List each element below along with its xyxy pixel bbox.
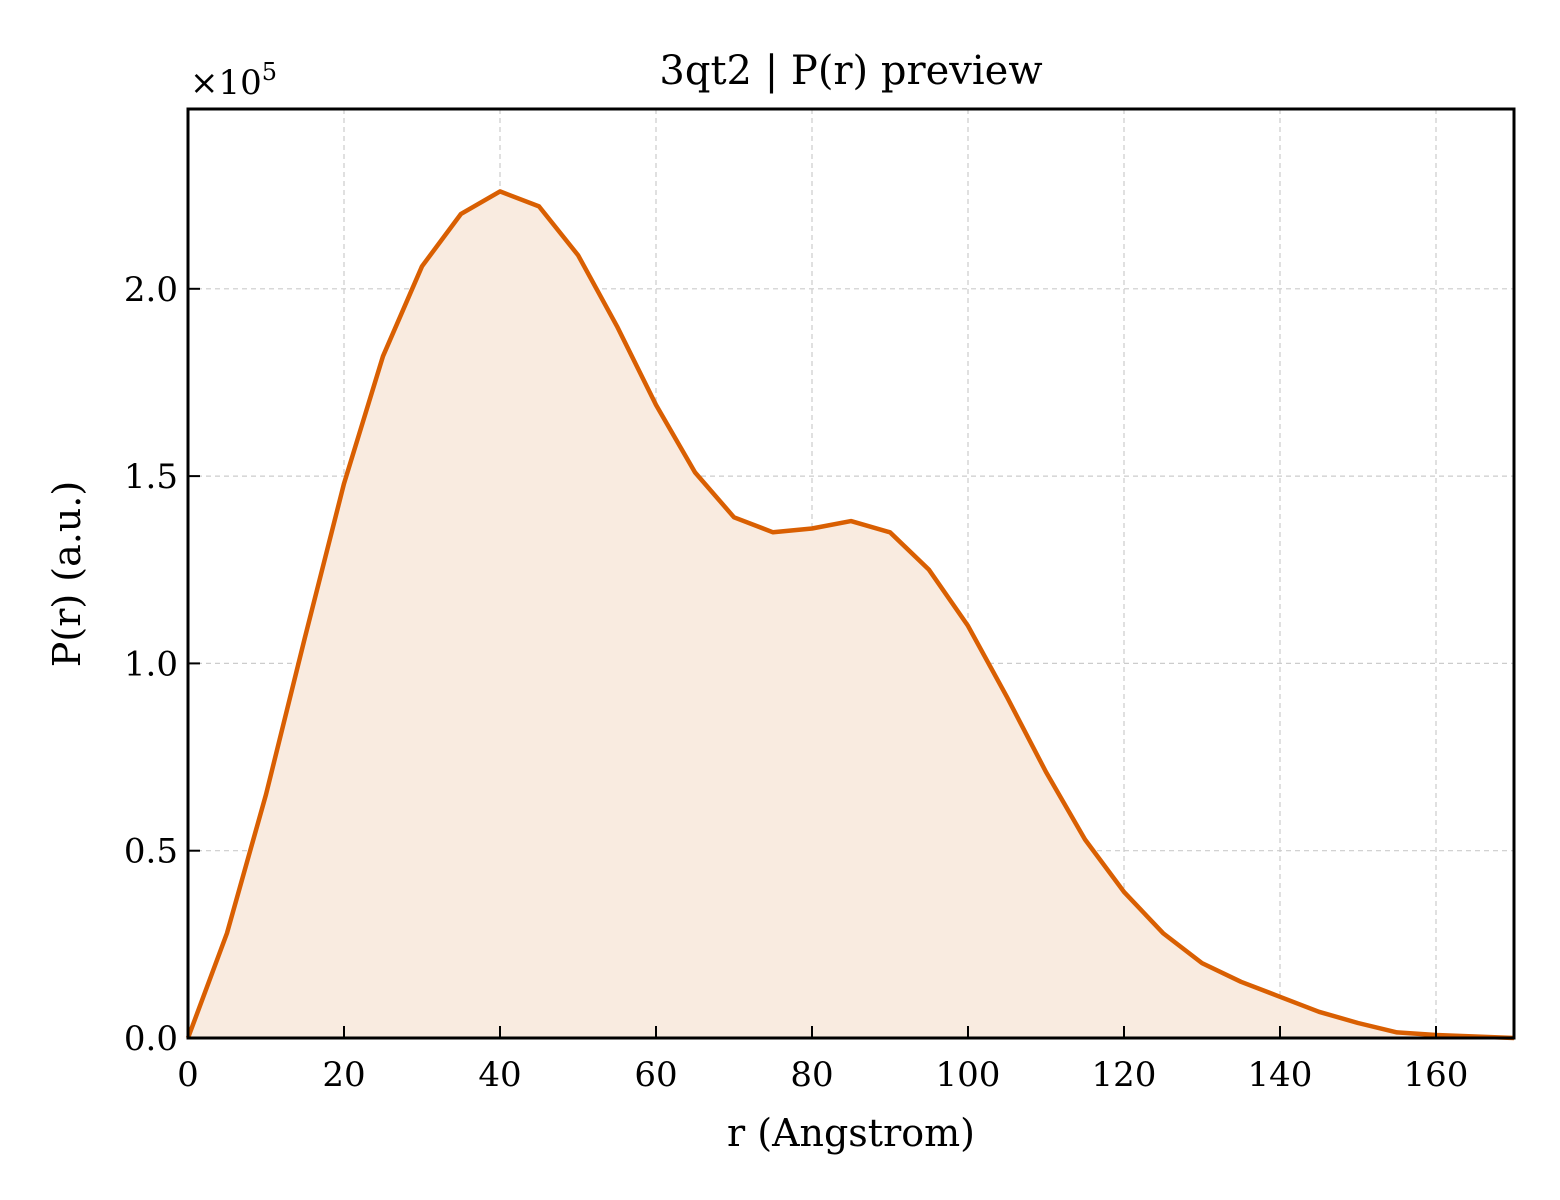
plot-frame bbox=[186, 107, 1516, 1040]
y-axis-label: P(r) (a.u.) bbox=[45, 481, 89, 667]
y-tick-label: 1.0 bbox=[124, 644, 178, 684]
pr-area-fill bbox=[188, 191, 1514, 1038]
y-tick-label: 1.5 bbox=[124, 457, 178, 497]
x-tick-label: 60 bbox=[634, 1055, 677, 1095]
pr-series-line bbox=[185, 189, 1515, 1041]
x-tick-label: 120 bbox=[1092, 1055, 1157, 1095]
chart-title: 3qt2 | P(r) preview bbox=[659, 48, 1042, 94]
x-tick-label: 40 bbox=[478, 1055, 521, 1095]
x-tick-label: 140 bbox=[1248, 1055, 1313, 1095]
x-tick-label: 100 bbox=[936, 1055, 1001, 1095]
x-tick-label: 0 bbox=[177, 1055, 199, 1095]
y-tick-label: 0.0 bbox=[124, 1019, 178, 1059]
y-axis: 0.0 0.5 1.0 1.5 2.0 bbox=[124, 270, 200, 1059]
x-tick-label: 160 bbox=[1404, 1055, 1469, 1095]
y-tick-label: 0.5 bbox=[124, 832, 178, 872]
y-tick-label: 2.0 bbox=[124, 270, 178, 310]
x-axis-label: r (Angstrom) bbox=[727, 1111, 975, 1155]
x-tick-label: 80 bbox=[790, 1055, 833, 1095]
y-axis-multiplier: ×105 bbox=[190, 58, 277, 103]
x-tick-label: 20 bbox=[322, 1055, 365, 1095]
x-axis: 0 20 40 60 80 100 120 140 160 bbox=[177, 1026, 1468, 1095]
